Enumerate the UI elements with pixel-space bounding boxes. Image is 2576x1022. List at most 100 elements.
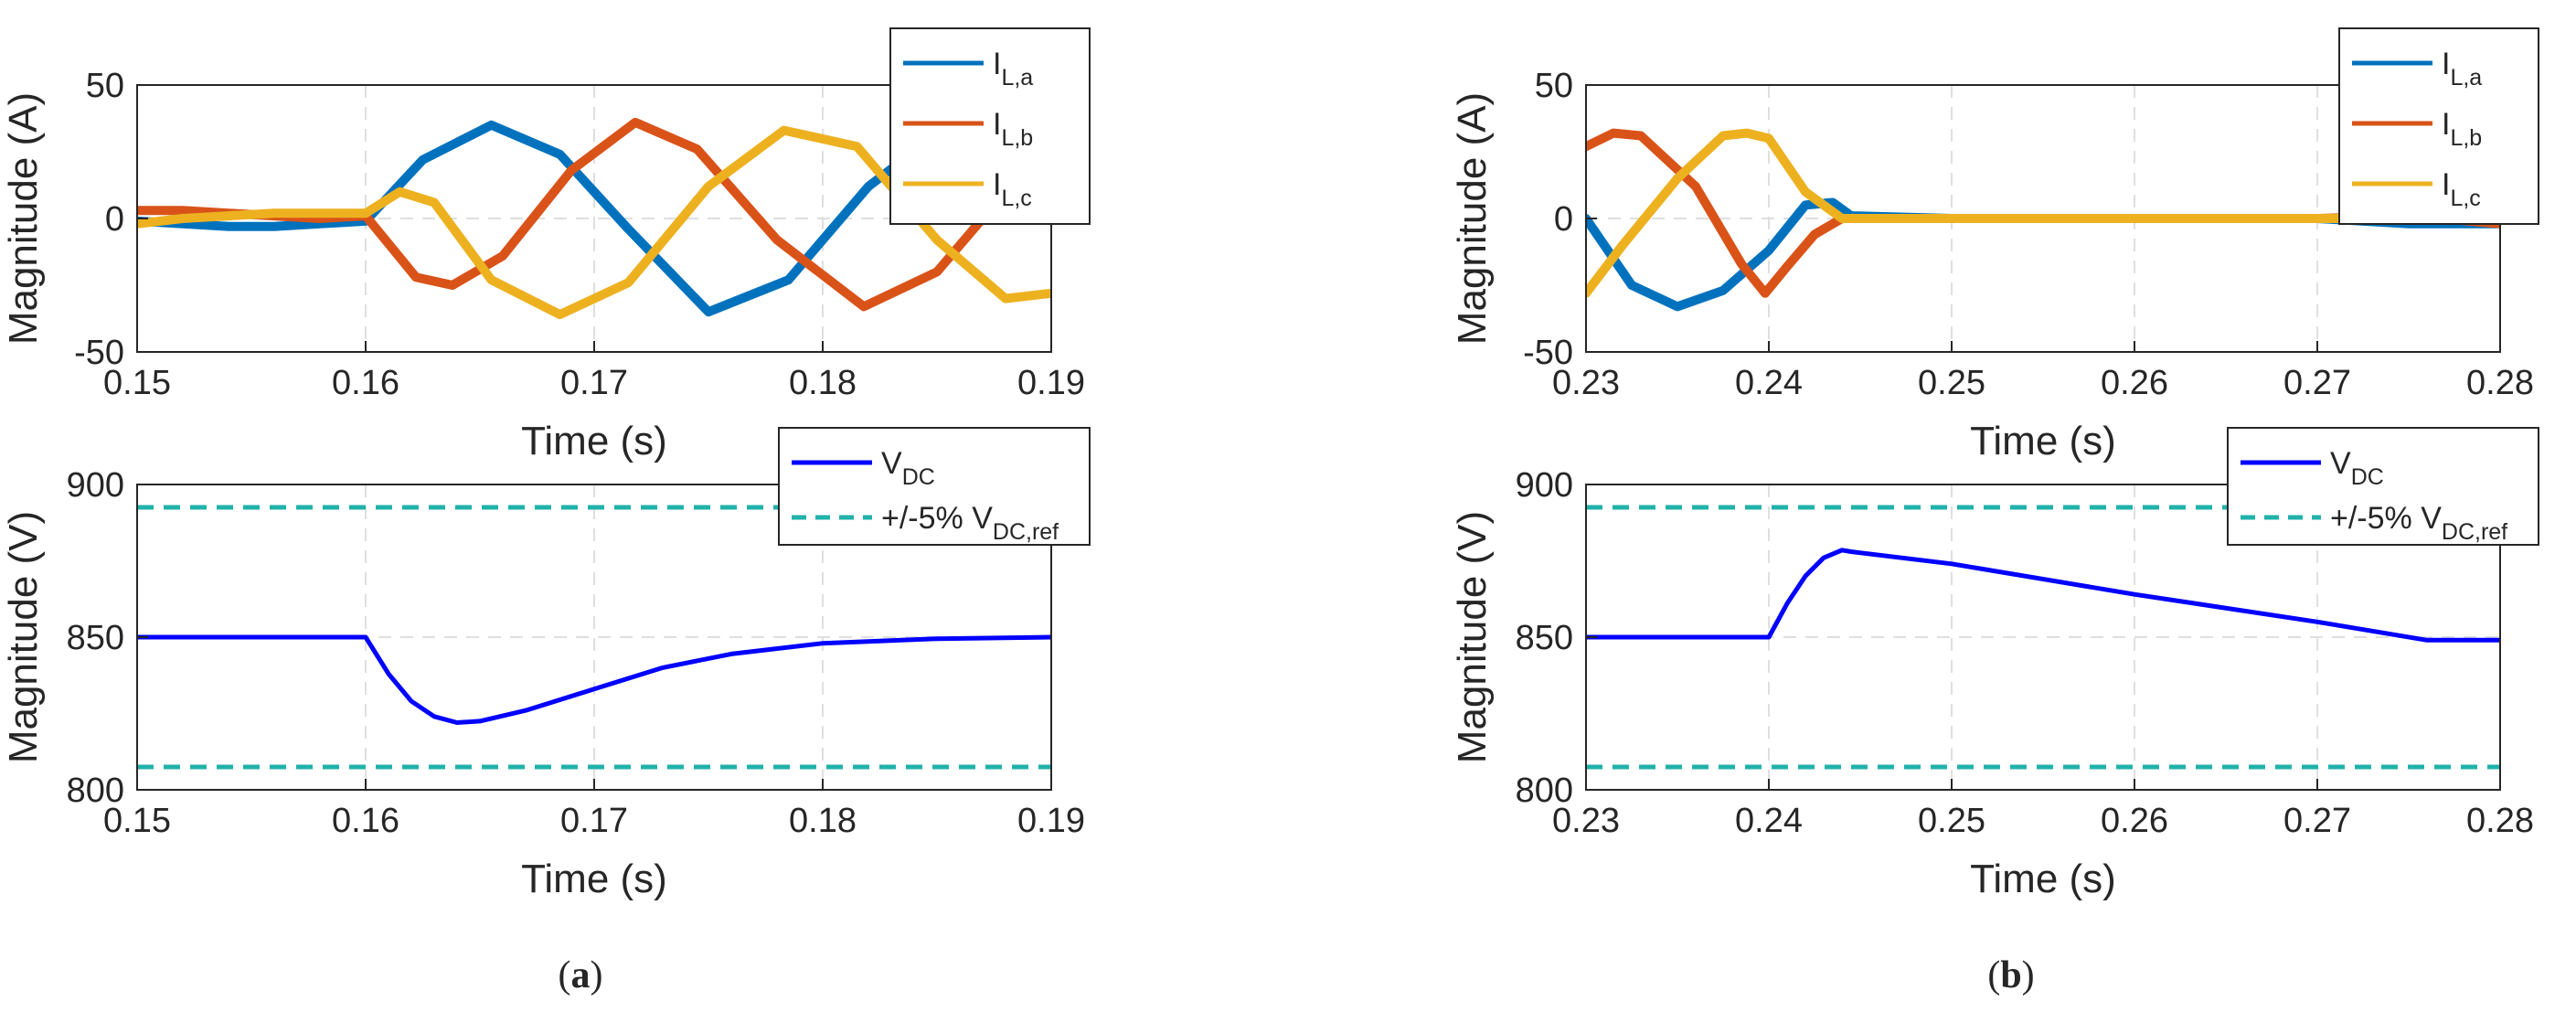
legend-entry-sub: L,b — [2450, 125, 2482, 151]
series-line-dc-0 — [137, 634, 1051, 725]
x-tick-label: 0.19 — [1017, 364, 1085, 402]
series-group — [137, 505, 1051, 770]
x-tick-label: 0.25 — [1918, 802, 1985, 840]
legend-entry-sub: L,c — [1001, 186, 1031, 211]
legend-entry-sub: L,a — [1001, 65, 1033, 90]
x-tick-label: 0.17 — [560, 802, 628, 840]
legend-entry-0: IL,a — [993, 47, 1033, 90]
x-axis-label: Time (s) — [1970, 419, 2116, 463]
y-tick-label: 50 — [86, 67, 124, 105]
panel-label-b-letter: b — [2000, 954, 2021, 996]
legend-entry-1: +/-5% VDC,ref — [2330, 501, 2507, 545]
legend-entry-0: VDC — [2330, 446, 2384, 490]
legend-entry-2: IL,c — [993, 167, 1032, 211]
legend-entry-1: +/-5% VDC,ref — [881, 501, 1059, 545]
x-tick-label: 0.24 — [1735, 802, 1803, 840]
legend-entry-sub: L,b — [1001, 125, 1033, 151]
y-tick-label: 800 — [1516, 772, 1573, 810]
y-tick-label: 850 — [67, 619, 124, 657]
x-tick-label: 0.26 — [2101, 364, 2168, 402]
legend: VDC +/-5% VDC,ref — [2227, 427, 2539, 546]
y-tick-label: -50 — [1523, 334, 1573, 372]
panel-label-b-close: ) — [2022, 954, 2035, 996]
panel-label-b: (b) — [1987, 954, 2034, 996]
legend-entry-sub: DC — [902, 464, 935, 490]
x-tick-label: 0.15 — [103, 364, 171, 402]
x-axis-label: Time (s) — [1970, 857, 2116, 901]
legend-entry-0: VDC — [881, 446, 935, 490]
chart-a-bottom: 0.15 0.16 0.17 0.18 0.19 800 850 900 Time (s) Mag… — [1, 427, 1091, 901]
x-tick-label: 0.23 — [1552, 364, 1620, 402]
x-tick-label: 0.15 — [103, 802, 171, 840]
legend-entry-sub: L,a — [2450, 65, 2482, 90]
x-tick-label: 0.28 — [2466, 802, 2534, 840]
y-tick-label: -50 — [74, 334, 124, 372]
x-tick-label: 0.23 — [1552, 802, 1620, 840]
panel-label-a: (a) — [559, 954, 603, 996]
chart-a-top: 0.15 0.16 0.17 0.18 0.19 -50 0 50 Time (s) Magnit… — [1, 27, 1091, 463]
series-group — [1586, 128, 2500, 312]
legend-entry-main: +/-5% V — [2330, 501, 2442, 536]
legend-entry-main: I — [2442, 107, 2450, 142]
x-tick-label: 0.17 — [560, 364, 628, 402]
x-tick-label: 0.25 — [1918, 364, 1985, 402]
x-axis-label: Time (s) — [521, 419, 667, 463]
y-tick-label: 900 — [1516, 466, 1573, 505]
legend-entry-1: IL,b — [2442, 107, 2482, 151]
x-tick-label: 0.18 — [789, 802, 857, 840]
legend-entry-0: IL,a — [2442, 47, 2482, 90]
legend-entry-main: I — [2442, 47, 2450, 81]
series-group — [1586, 505, 2500, 770]
x-tick-label: 0.16 — [332, 364, 399, 402]
legend-entry-2: IL,c — [2442, 167, 2481, 211]
y-tick-label: 50 — [1535, 67, 1573, 105]
legend-entry-main: I — [993, 167, 1001, 202]
series-line-l-c-2 — [1586, 128, 2500, 298]
panel-label-a-open: ( — [559, 954, 571, 996]
legend: VDC +/-5% VDC,ref — [778, 427, 1091, 546]
y-tick-label: 850 — [1516, 619, 1573, 657]
x-tick-label: 0.26 — [2101, 802, 2168, 840]
x-tick-label: 0.16 — [332, 802, 399, 840]
legend-entry-main: I — [2442, 167, 2450, 202]
x-tick-label: 0.27 — [2283, 364, 2351, 402]
legend: IL,aIL,bIL,c — [2338, 27, 2539, 225]
legend-entry-main: V — [2330, 446, 2351, 481]
legend-entry-main: I — [993, 107, 1001, 142]
panel-label-a-letter: a — [571, 954, 591, 996]
y-tick-label: 0 — [1554, 200, 1573, 239]
y-axis-label: Magnitude (A) — [1, 92, 46, 345]
series-line-dc-0 — [1586, 548, 2500, 643]
legend-entry-1: IL,b — [993, 107, 1033, 151]
x-tick-label: 0.19 — [1017, 802, 1085, 840]
legend: IL,aIL,bIL,c — [889, 27, 1091, 225]
legend-entry-main: V — [881, 446, 902, 481]
legend-box — [778, 427, 1091, 546]
x-tick-label: 0.18 — [789, 364, 857, 402]
y-tick-label: 900 — [67, 466, 124, 505]
y-axis-label: Magnitude (V) — [1450, 511, 1495, 763]
x-tick-label: 0.27 — [2283, 802, 2351, 840]
legend-entry-main: I — [993, 47, 1001, 81]
series-line-l-c-2 — [137, 125, 1051, 320]
charts-layer: 0.15 0.16 0.17 0.18 0.19 -50 0 50 Time (s) Magnit… — [1, 27, 2539, 901]
legend-entry-sub: DC,ref — [993, 519, 1059, 545]
panel-label-a-close: ) — [591, 954, 603, 996]
legend-entry-sub: DC — [2351, 464, 2384, 490]
y-axis-label: Magnitude (V) — [1, 511, 46, 763]
x-axis-label: Time (s) — [521, 857, 667, 901]
legend-entry-sub: L,c — [2450, 186, 2480, 211]
y-tick-label: 0 — [105, 200, 124, 239]
legend-box — [2227, 427, 2539, 546]
x-tick-label: 0.24 — [1735, 364, 1803, 402]
legend-entry-main: +/-5% V — [881, 501, 993, 536]
chart-b-top: 0.23 0.24 0.25 0.26 0.27 0.28 -50 0 50 Time (s) Ma… — [1450, 27, 2539, 463]
legend-entry-sub: DC,ref — [2442, 519, 2507, 545]
x-tick-label: 0.28 — [2466, 364, 2534, 402]
y-tick-label: 800 — [67, 772, 124, 810]
legend-box — [889, 27, 1091, 225]
chart-b-bottom: 0.23 0.24 0.25 0.26 0.27 0.28 800 850 900 Time (s… — [1450, 427, 2539, 901]
legend-box — [2338, 27, 2539, 225]
